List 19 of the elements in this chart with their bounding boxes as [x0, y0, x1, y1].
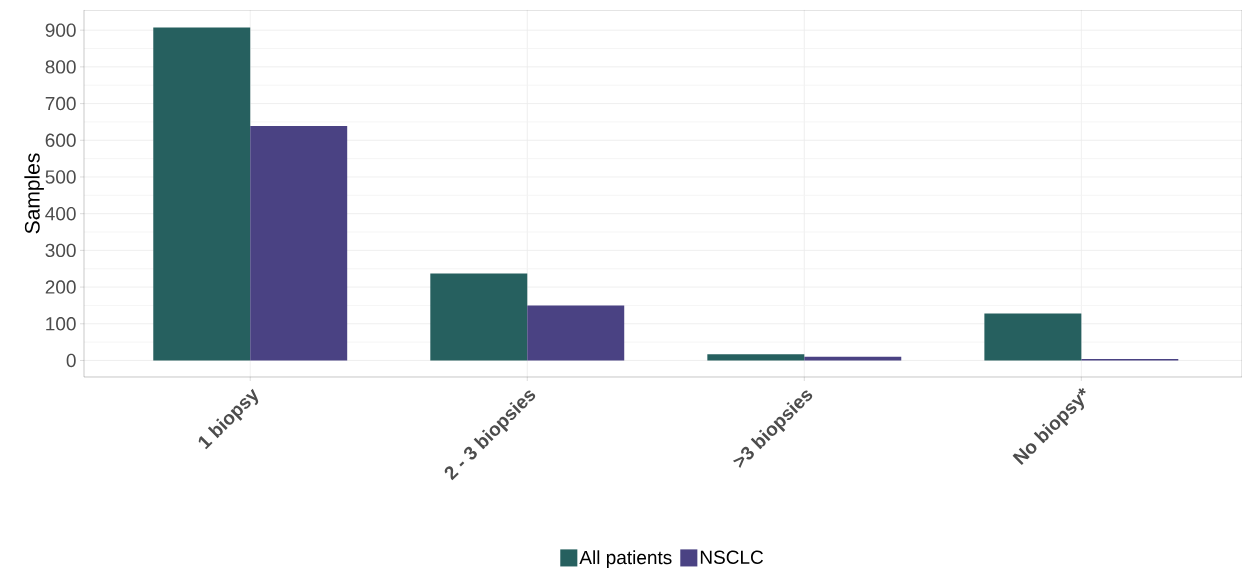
bar: [984, 313, 1082, 361]
y-tick-label: 400: [45, 206, 76, 221]
bar: [527, 305, 625, 361]
bar: [430, 273, 528, 361]
y-tick-label: 700: [45, 96, 76, 111]
legend-label: NSCLC: [700, 550, 764, 564]
bar: [707, 354, 805, 361]
legend-label: All patients: [579, 550, 672, 568]
y-tick-label: 900: [45, 23, 76, 37]
y-tick-label: 0: [66, 353, 76, 368]
bar: [153, 27, 251, 361]
y-tick-label: 600: [45, 133, 76, 147]
y-axis-title: Samples: [24, 153, 44, 234]
y-tick-label: 200: [45, 280, 76, 294]
y-tick-label: 300: [45, 243, 76, 258]
y-tick-label: 100: [46, 317, 76, 331]
bar: [250, 125, 348, 361]
y-tick-label: 500: [45, 170, 76, 184]
y-tick-label: 800: [45, 60, 76, 74]
